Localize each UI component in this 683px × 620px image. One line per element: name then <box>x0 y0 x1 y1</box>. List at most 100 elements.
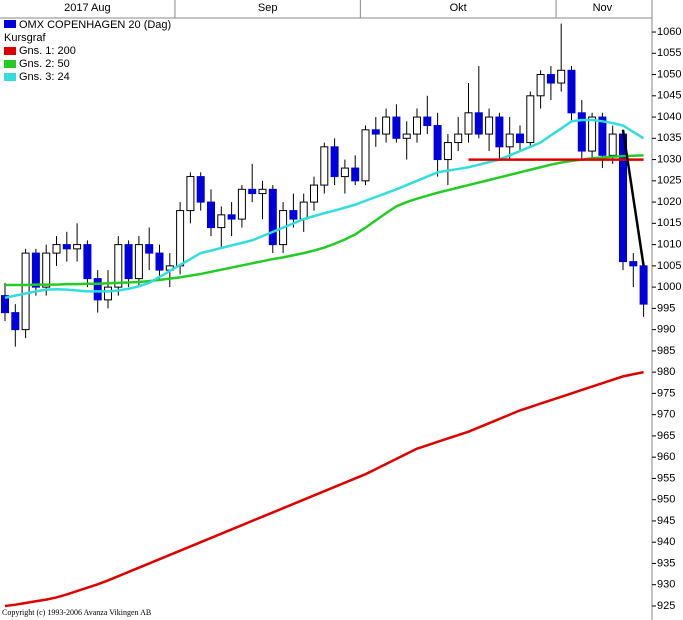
y-tick-label: 930 <box>657 579 675 591</box>
plot <box>1 23 648 608</box>
candle-body <box>207 201 215 229</box>
candle-body <box>320 146 329 186</box>
y-tick-label: 1035 <box>657 132 681 144</box>
candle-body <box>474 112 483 135</box>
x-tick-label: 2017 Aug <box>64 2 111 14</box>
y-tick-label: 1050 <box>657 68 681 80</box>
y-tick-label: 1005 <box>657 260 681 272</box>
legend-label: Gns. 3: 24 <box>19 71 70 83</box>
y-tick-label: 1000 <box>657 281 681 293</box>
candle-body <box>577 112 586 152</box>
y-tick-label: 935 <box>657 557 675 569</box>
candle-body <box>114 244 123 288</box>
candle-body <box>42 252 51 288</box>
candle-body <box>1 295 9 314</box>
candle-body <box>83 244 92 280</box>
candle-body <box>62 244 71 250</box>
y-tick-label: 1010 <box>657 239 681 251</box>
y-tick-label: 1020 <box>657 196 681 208</box>
candle-body <box>536 74 545 97</box>
candle-body <box>145 244 154 254</box>
candle-body <box>73 244 82 250</box>
y-tick-label: 990 <box>657 324 675 336</box>
trend-line <box>621 129 645 267</box>
candle-body <box>392 116 401 139</box>
y-tick-label: 925 <box>657 600 675 612</box>
legend-swatch <box>4 60 16 68</box>
y-tick-label: 980 <box>657 366 675 378</box>
legend-label: Gns. 2: 50 <box>19 58 70 70</box>
candle-body <box>268 188 277 246</box>
moving-average <box>4 118 645 299</box>
candle-body <box>454 133 463 144</box>
y-tick-label: 955 <box>657 472 675 484</box>
y-tick-label: 960 <box>657 451 675 463</box>
x-tick-label: Okt <box>450 2 467 14</box>
moving-average <box>4 370 644 608</box>
y-tick-label: 940 <box>657 536 675 548</box>
candle-body <box>351 167 360 182</box>
candle-body <box>423 116 432 127</box>
candle-body <box>52 244 61 254</box>
y-tick-label: 965 <box>657 430 675 442</box>
y-tick-label: 1060 <box>657 26 681 38</box>
candle-body <box>557 69 566 84</box>
candle-body <box>598 116 607 156</box>
candle-body <box>629 261 638 267</box>
y-tick-label: 945 <box>657 515 675 527</box>
candle-body <box>413 116 421 135</box>
y-tick-label: 995 <box>657 302 675 314</box>
x-tick-label: Sep <box>258 2 278 14</box>
candle-body <box>361 129 370 182</box>
candle-body <box>21 252 30 331</box>
moving-average <box>5 154 644 287</box>
candle-body <box>155 252 164 271</box>
y-tick-label: 1030 <box>657 153 681 165</box>
y-tick-label: 1045 <box>657 90 681 102</box>
candle-body <box>485 116 494 135</box>
candle-body <box>495 116 504 148</box>
candle-body <box>196 176 205 203</box>
candle-body <box>237 188 246 220</box>
candle-body <box>433 125 442 161</box>
candle-body <box>330 146 339 178</box>
y-tick-label: 975 <box>657 387 675 399</box>
y-tick-label: 1055 <box>657 47 681 59</box>
candle-body <box>248 188 257 195</box>
legend-swatch <box>4 73 16 81</box>
candle-body <box>382 116 391 135</box>
y-tick-label: 1015 <box>657 217 681 229</box>
y-tick-label: 970 <box>657 409 675 421</box>
chart-subtitle: Kursgraf <box>4 32 47 44</box>
candle-body <box>227 214 236 220</box>
candle-body <box>505 133 514 148</box>
candle-body <box>299 201 308 220</box>
legend: OMX COPENHAGEN 20 (Dag) Kursgraf Gns. 1:… <box>4 19 171 83</box>
chart-title: OMX COPENHAGEN 20 (Dag) <box>19 19 171 31</box>
candle-body <box>340 167 349 178</box>
y-tick-label: 1025 <box>657 175 681 187</box>
candle-body <box>258 188 267 195</box>
candle-body <box>93 278 102 301</box>
candle-body <box>371 129 380 135</box>
candle-body <box>402 133 411 139</box>
candle-body <box>608 133 617 156</box>
candle-body <box>516 133 524 144</box>
candle-body <box>134 244 143 280</box>
candle-body <box>639 265 648 305</box>
candle-body <box>443 142 452 161</box>
candle-body <box>11 312 20 331</box>
y-tick-label: 985 <box>657 345 675 357</box>
candle-body <box>546 74 555 84</box>
legend-swatch <box>4 47 16 55</box>
copyright: Copyright (c) 1993-2006 Avanza Vikingen … <box>2 608 151 617</box>
legend-swatch <box>4 20 16 28</box>
legend-label: Gns. 1: 200 <box>19 45 76 57</box>
candle-body <box>104 286 112 301</box>
candle-body <box>217 214 226 229</box>
x-tick-label: Nov <box>593 2 613 14</box>
candle-body <box>31 252 40 288</box>
candle-body <box>124 244 133 280</box>
